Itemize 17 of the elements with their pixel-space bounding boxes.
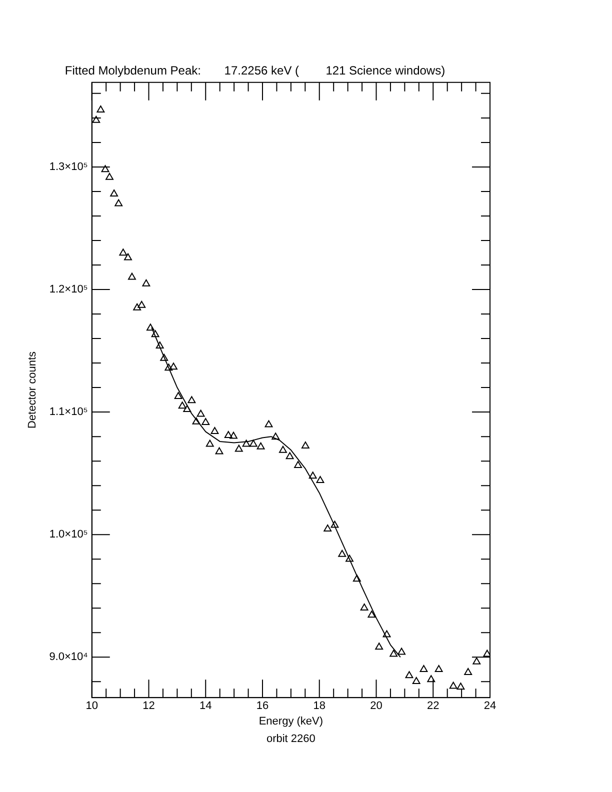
text: orbit 2260 <box>266 733 316 746</box>
y-tick-label: 1.2×10⁵ <box>49 284 88 296</box>
y-axis-title: Detector counts <box>26 350 39 429</box>
x-tick-label: 20 <box>370 700 382 712</box>
x-tick-label: 18 <box>313 700 326 712</box>
x-tick-label: 22 <box>427 700 440 712</box>
y-tick-label: 1.3×10⁵ <box>49 160 88 173</box>
y-tick-label: 9.0×10⁴ <box>49 651 88 664</box>
y-tick-label: 1.0×10⁵ <box>49 528 88 541</box>
y-tick-label: 1.1×10⁵ <box>49 406 88 418</box>
x-tick-label: 12 <box>142 700 155 712</box>
x-tick-label: 10 <box>86 700 98 712</box>
x-tick-label: 24 <box>484 700 496 712</box>
x-axis-title: Energy (keV) <box>258 715 324 728</box>
chart-title: Fitted Molybdenum Peak: 17.2256 keV ( 121 Science windows) <box>64 64 446 78</box>
x-tick-label: 14 <box>200 700 212 712</box>
x-tick-label: 16 <box>256 700 269 712</box>
